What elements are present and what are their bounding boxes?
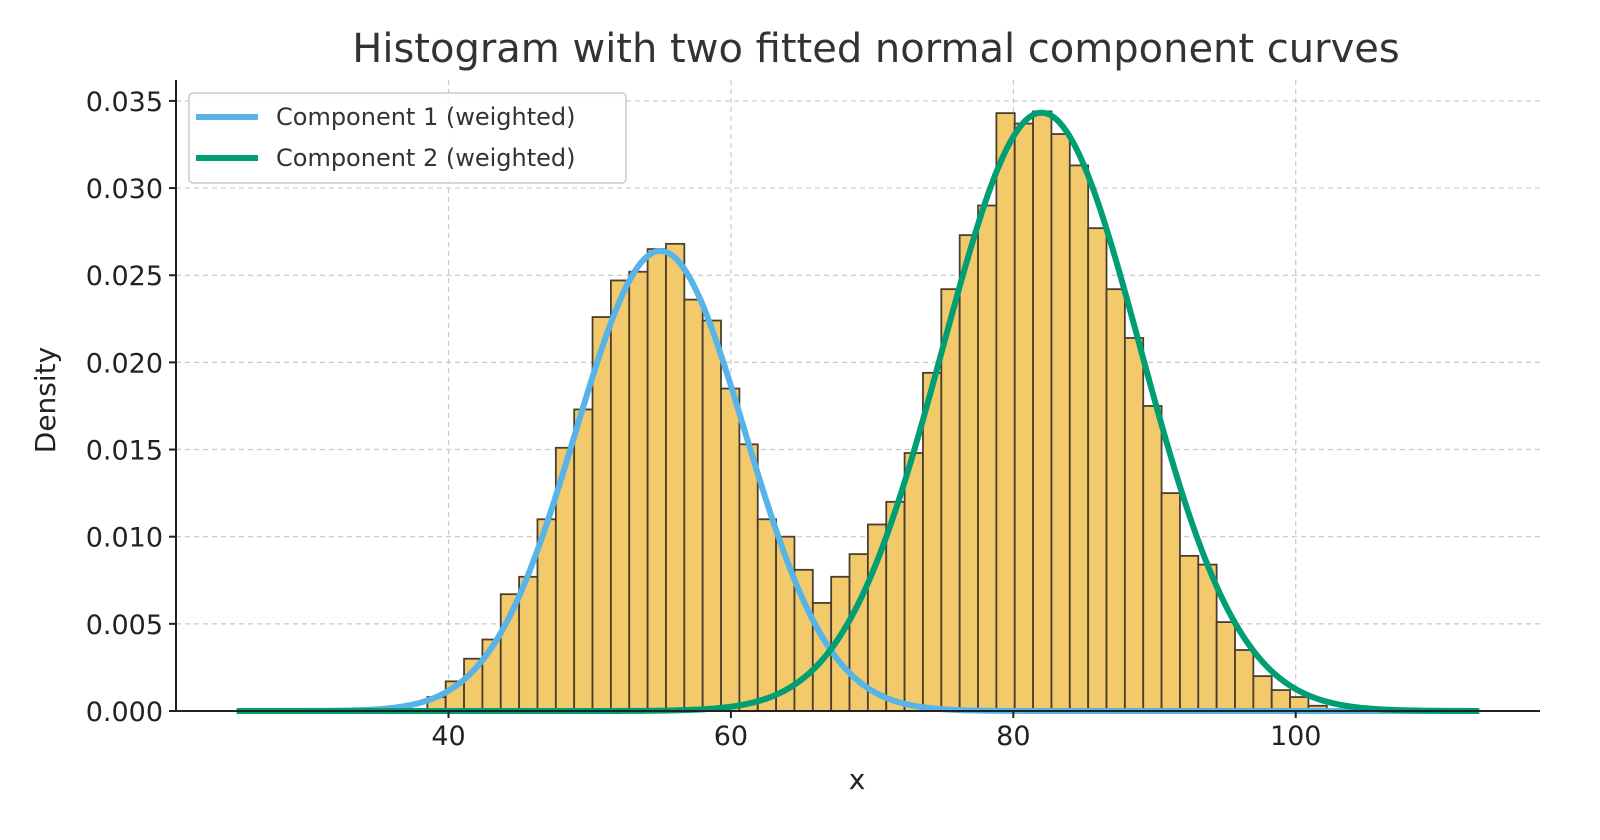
histogram-bar xyxy=(995,112,1016,712)
y-tick-label: 0.025 xyxy=(86,261,163,292)
legend-box xyxy=(188,92,627,184)
histogram-bar xyxy=(1105,288,1126,712)
legend: Component 1 (weighted) Component 2 (weig… xyxy=(188,92,627,184)
histogram-bar xyxy=(701,319,722,712)
histogram-bar xyxy=(1252,675,1273,712)
histogram-bar xyxy=(738,443,759,712)
y-tick-label: 0.005 xyxy=(86,610,163,641)
x-tick-label: 80 xyxy=(996,721,1030,752)
y-tick-label: 0.035 xyxy=(86,87,163,118)
histogram-bar xyxy=(1068,164,1090,712)
histogram-bar xyxy=(720,387,741,712)
x-tick-label: 100 xyxy=(1270,721,1322,752)
y-axis-label: Density xyxy=(29,347,62,453)
histogram-bar xyxy=(646,248,667,712)
histogram-bar xyxy=(977,204,998,712)
axes xyxy=(175,80,1540,712)
histogram-bar xyxy=(609,279,631,712)
tick-labels: 40 60 80 100 0.000 0.005 0.010 0.015 0.020 0.025 0… xyxy=(86,87,1322,752)
histogram-bar xyxy=(903,452,924,712)
histogram-bar xyxy=(665,242,686,712)
histogram-bar xyxy=(1234,649,1255,712)
histogram-bar xyxy=(1179,554,1200,712)
histogram-bar xyxy=(683,298,704,712)
legend-label-component-1: Component 1 (weighted) xyxy=(276,103,576,131)
y-tick-label: 0.020 xyxy=(86,348,163,379)
legend-label-component-2: Component 2 (weighted) xyxy=(276,144,576,172)
y-tick-label: 0.015 xyxy=(86,436,163,467)
histogram-bars xyxy=(426,110,1328,712)
y-tick-label: 0.010 xyxy=(86,523,163,554)
y-tick-label: 0.000 xyxy=(86,697,163,728)
histogram-bar xyxy=(756,518,778,712)
histogram-bar xyxy=(1160,492,1181,712)
histogram-bar xyxy=(628,270,649,712)
histogram-bar xyxy=(573,408,594,712)
histogram-bar xyxy=(1050,133,1071,712)
histogram-bar xyxy=(1142,405,1163,712)
x-tick-label: 40 xyxy=(431,721,465,752)
histogram-bar xyxy=(1270,689,1291,712)
histogram-bar xyxy=(1123,337,1145,712)
histogram-bar xyxy=(1087,227,1108,712)
histogram-bar xyxy=(1013,122,1034,712)
histogram-bar xyxy=(1032,110,1053,712)
histogram-bar xyxy=(922,371,943,712)
histogram-bar xyxy=(1215,621,1236,712)
x-tick-label: 60 xyxy=(714,721,748,752)
histogram-bar xyxy=(958,234,979,712)
x-axis-label: x xyxy=(849,763,866,796)
chart-title: Histogram with two fitted normal compone… xyxy=(352,26,1399,72)
y-tick-label: 0.030 xyxy=(86,174,163,205)
